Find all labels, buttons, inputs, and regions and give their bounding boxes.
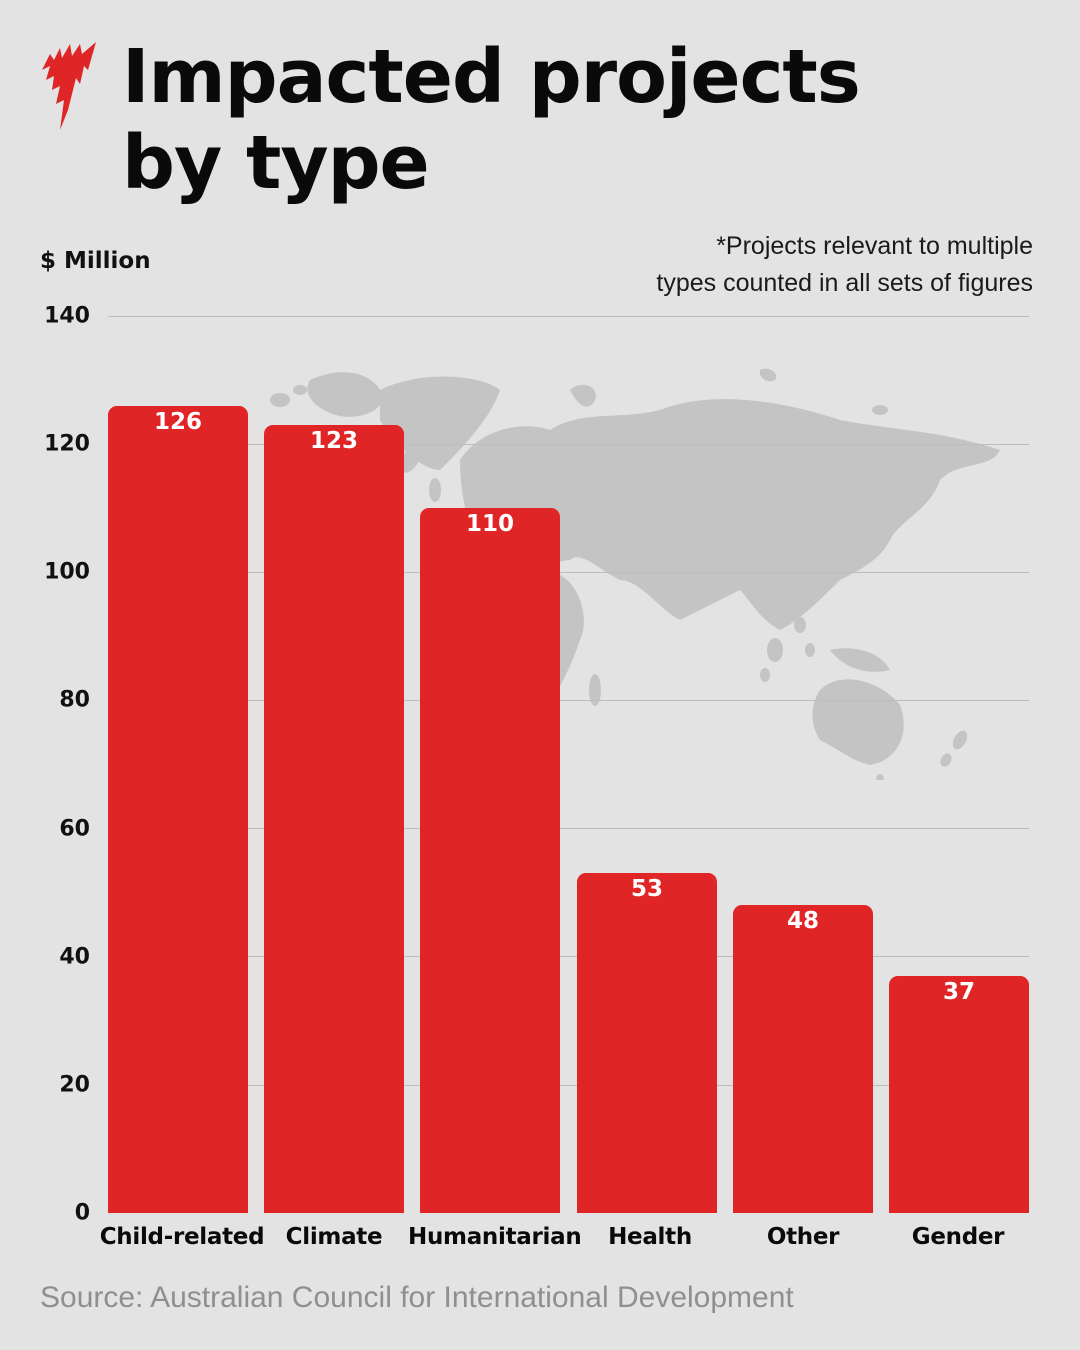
- bar-health: 53: [577, 873, 717, 1213]
- footnote: *Projects relevant to multiple types cou…: [656, 228, 1033, 302]
- plot-area: 126 123 110 53 48 37: [108, 316, 1029, 1213]
- bar-child-related: 126: [108, 406, 248, 1213]
- bar-value-label: 48: [786, 908, 819, 934]
- bar-value-label: 126: [153, 409, 202, 435]
- y-tick-120: 120: [44, 431, 90, 457]
- bar-value-label: 53: [630, 876, 663, 902]
- x-label-child-related: Child-related: [99, 1224, 265, 1250]
- gridline-120: [108, 444, 1029, 445]
- gridline-60: [108, 828, 1029, 829]
- chart-title-line2: by type: [122, 120, 430, 206]
- gridline-40: [108, 956, 1029, 957]
- y-tick-40: 40: [59, 944, 90, 970]
- bar-climate: 123: [264, 425, 404, 1213]
- bar-humanitarian: 110: [420, 508, 560, 1213]
- chart-title-line1: Impacted projects: [122, 34, 861, 120]
- bar-value-label: 37: [942, 979, 975, 1005]
- bar-gender: 37: [889, 976, 1029, 1213]
- bar-other: 48: [733, 905, 873, 1213]
- y-tick-140: 140: [44, 303, 90, 329]
- y-tick-100: 100: [44, 559, 90, 585]
- x-label-gender: Gender: [911, 1224, 1005, 1250]
- y-tick-20: 20: [59, 1072, 90, 1098]
- source-note: Source: Australian Council for Internati…: [40, 1281, 794, 1314]
- gridline-100: [108, 572, 1029, 573]
- gridline-80: [108, 700, 1029, 701]
- gridline-140: [108, 316, 1029, 317]
- chart-title: Impacted projects by type: [122, 34, 861, 206]
- footnote-line2: types counted in all sets of figures: [656, 269, 1033, 297]
- gridline-20: [108, 1085, 1029, 1086]
- x-label-climate: Climate: [285, 1224, 383, 1250]
- bar-value-label: 123: [309, 428, 358, 454]
- y-tick-0: 0: [74, 1200, 90, 1226]
- sbs-logo-icon: [42, 42, 96, 130]
- x-label-health: Health: [608, 1224, 692, 1250]
- x-label-humanitarian: Humanitarian: [408, 1224, 582, 1250]
- y-tick-80: 80: [59, 687, 90, 713]
- bar-value-label: 110: [465, 511, 514, 537]
- y-tick-60: 60: [59, 816, 90, 842]
- x-label-other: Other: [766, 1224, 840, 1250]
- y-axis-label: $ Million: [40, 248, 151, 274]
- footnote-line1: *Projects relevant to multiple: [716, 232, 1033, 260]
